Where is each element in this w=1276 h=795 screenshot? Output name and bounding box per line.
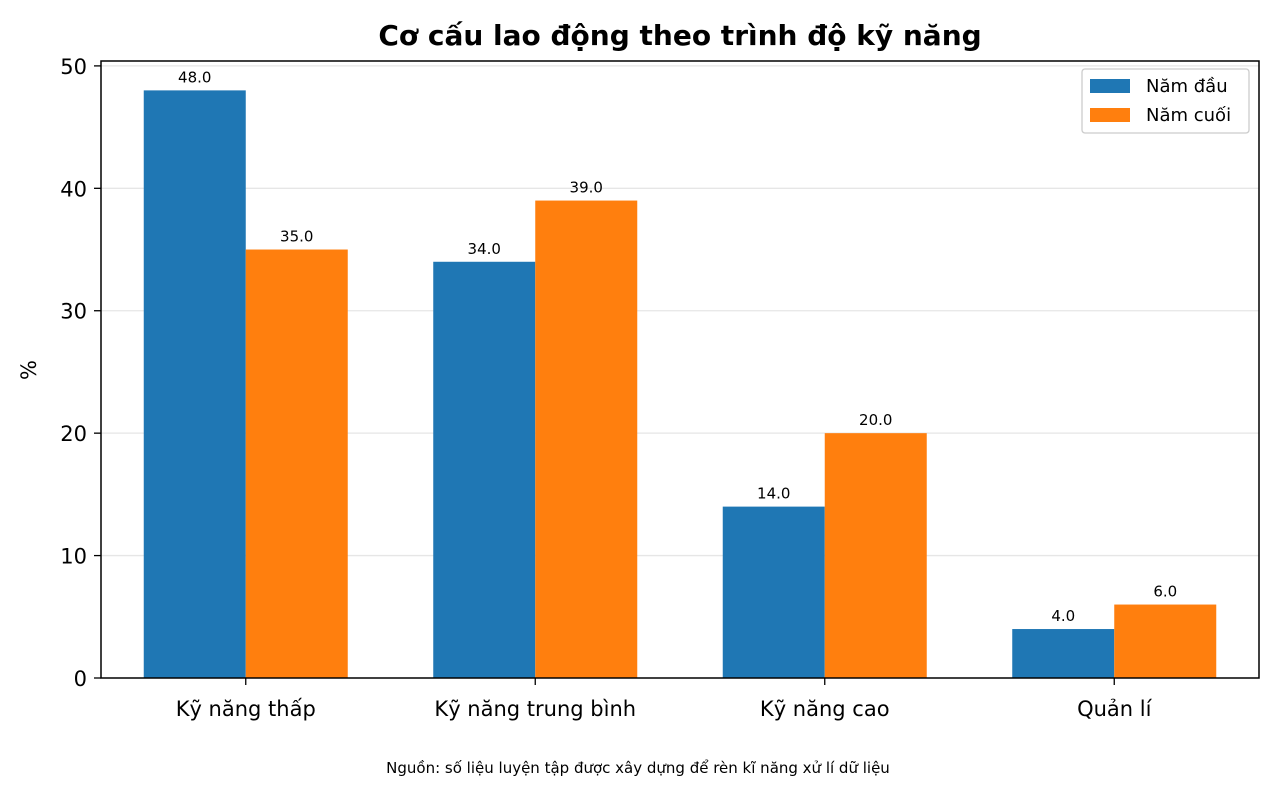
y-tick-label: 20 [60,422,87,446]
y-tick-label: 50 [60,55,87,79]
bar-value-label: 35.0 [280,228,313,246]
bar-value-label: 14.0 [757,485,790,503]
x-tick-label: Kỹ năng trung bình [434,697,636,721]
y-tick-label: 10 [60,545,87,569]
bar-series-2 [245,249,348,678]
bar-value-label: 20.0 [859,411,892,429]
legend-label: Năm đầu [1146,76,1228,97]
bar-series-1 [143,90,246,678]
bar-value-label: 4.0 [1051,607,1075,625]
y-tick-label: 0 [74,667,87,691]
chart-title: Cơ cấu lao động theo trình độ kỹ năng [378,19,981,52]
legend-swatch [1090,79,1130,93]
bar-series-2 [824,433,927,678]
bar-value-label: 39.0 [570,179,603,197]
bar-series-1 [1012,629,1115,678]
y-axis-label: % [17,360,41,380]
x-tick-label: Kỹ năng thấp [176,697,316,721]
bar-series-2 [535,200,638,679]
source-footnote: Nguồn: số liệu luyện tập được xây dựng đ… [386,759,890,777]
bar-value-label: 34.0 [468,240,501,258]
bar-series-1 [433,261,536,678]
y-tick-label: 40 [60,177,87,201]
bar-value-label: 48.0 [178,68,211,86]
bar-series-2 [1114,604,1217,678]
bar-series-1 [722,506,825,678]
axes: Kỹ năng thấp Kỹ năng trung bình Kỹ năng ca… [60,55,1260,721]
x-tick-label: Kỹ năng cao [760,697,890,721]
legend-swatch [1090,108,1130,122]
x-tick-label: Quản lí [1077,697,1153,721]
y-tick-label: 30 [60,300,87,324]
bar-value-label: 6.0 [1153,583,1177,601]
data-labels: 48.0 35.0 34.0 39.0 14.0 20.0 4.0 6.0 [178,68,1177,625]
legend: Năm đầu Năm cuối [1081,68,1250,134]
plot-frame [100,60,1260,679]
bars [143,90,1217,679]
legend-label: Năm cuối [1146,105,1231,126]
